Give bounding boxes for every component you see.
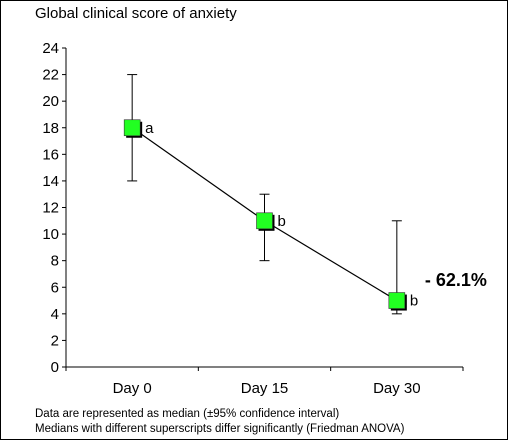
x-tick-label: Day 0 [113,380,152,397]
y-tick-label: 8 [51,253,59,270]
y-tick-label: 6 [51,279,59,296]
superscript-label: b [410,293,418,310]
footnote-significance: Medians with different superscripts diff… [35,423,405,435]
superscript-label: a [145,120,154,137]
footnote-confidence-interval: Data are represented as median (±95% con… [35,408,340,420]
y-axis-title: Global clinical score of anxiety [35,5,237,22]
superscript-label: b [278,213,286,230]
y-tick-label: 16 [42,146,59,163]
median-marker [388,292,406,309]
y-tick-label: 14 [42,173,59,190]
y-tick-label: 2 [51,332,59,349]
y-tick-label: 24 [42,40,59,57]
x-tick-label: Day 15 [241,380,289,397]
y-tick-label: 10 [42,226,59,243]
median-marker [123,119,141,137]
median-marker [256,212,273,230]
y-tick-label: 12 [42,200,59,217]
y-tick-label: 4 [51,306,59,323]
y-tick-label: 0 [51,359,59,376]
y-tick-label: 22 [42,67,59,84]
y-tick-label: 20 [42,93,59,110]
x-tick-label: Day 30 [373,380,421,397]
percent-change-annotation: - 62.1% [425,270,487,290]
y-tick-label: 18 [42,120,59,137]
